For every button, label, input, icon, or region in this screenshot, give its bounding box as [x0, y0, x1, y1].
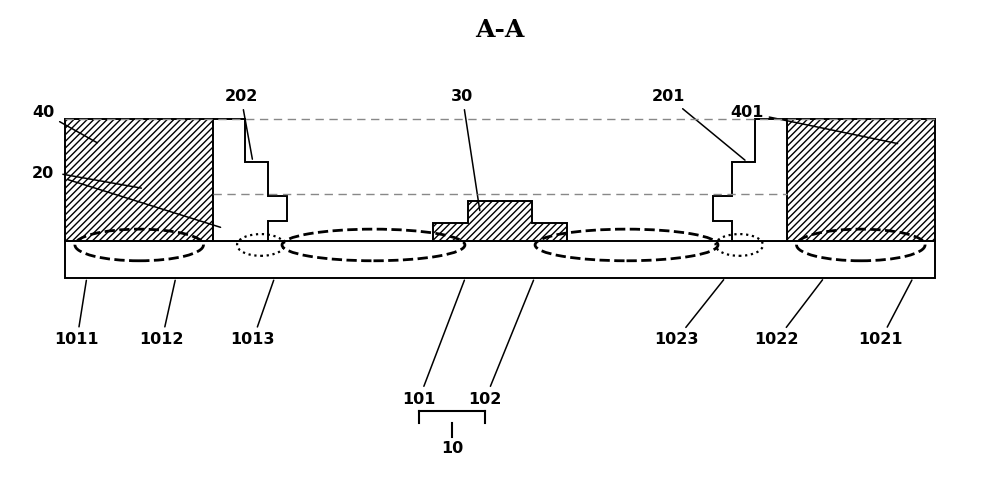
Polygon shape	[433, 201, 567, 241]
Text: 1013: 1013	[231, 280, 275, 347]
Text: 20: 20	[32, 166, 54, 181]
Text: 1022: 1022	[755, 280, 823, 347]
Polygon shape	[787, 119, 935, 241]
Text: 1012: 1012	[140, 280, 184, 347]
Text: 202: 202	[224, 89, 258, 159]
Text: 401: 401	[730, 105, 898, 143]
Text: 40: 40	[32, 105, 97, 143]
Polygon shape	[65, 241, 935, 278]
Text: 201: 201	[651, 89, 745, 160]
Polygon shape	[713, 119, 787, 241]
Polygon shape	[213, 119, 287, 241]
Text: 101: 101	[402, 280, 464, 407]
Text: 10: 10	[441, 441, 463, 456]
Text: 1023: 1023	[654, 280, 724, 347]
Text: 1021: 1021	[858, 280, 912, 347]
Text: 102: 102	[468, 280, 534, 407]
Text: 30: 30	[451, 89, 480, 211]
Text: 1011: 1011	[55, 280, 99, 347]
Polygon shape	[65, 119, 213, 241]
Text: A-A: A-A	[475, 18, 525, 43]
